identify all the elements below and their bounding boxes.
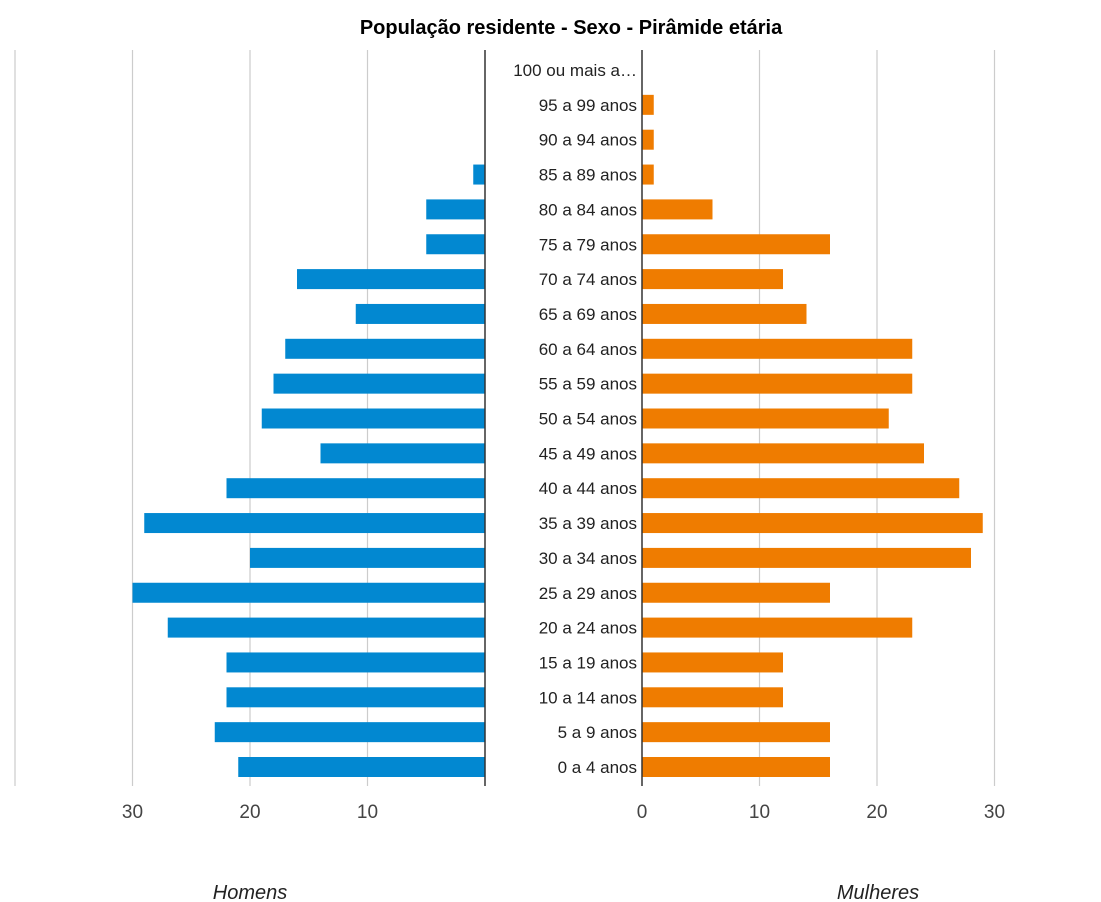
category-label: 95 a 99 anos (539, 96, 637, 115)
tick-label-left: 20 (239, 802, 260, 823)
category-label: 25 a 29 anos (539, 584, 637, 603)
bar-mulheres (642, 687, 783, 708)
bars (132, 50, 983, 786)
bar-mulheres (642, 94, 654, 115)
category-label: 10 a 14 anos (539, 688, 637, 707)
category-label: 35 a 39 anos (539, 514, 637, 533)
category-label: 70 a 74 anos (539, 270, 637, 289)
bar-homens (238, 757, 485, 777)
bar-mulheres (642, 513, 983, 534)
bar-homens (250, 547, 485, 568)
bar-mulheres (642, 164, 654, 185)
bar-homens (285, 338, 485, 359)
bar-mulheres (642, 547, 971, 568)
category-label: 75 a 79 anos (539, 235, 637, 254)
bar-homens (167, 617, 485, 638)
bar-mulheres (642, 443, 924, 464)
bar-mulheres (642, 234, 830, 255)
bar-mulheres (642, 129, 654, 150)
bar-homens (273, 373, 485, 394)
category-label: 80 a 84 anos (539, 200, 637, 219)
bar-homens (261, 408, 485, 429)
category-label: 5 a 9 anos (558, 723, 637, 742)
category-label: 20 a 24 anos (539, 619, 637, 638)
bar-homens (144, 513, 485, 534)
tick-label-right: 30 (984, 802, 1005, 823)
bar-mulheres (642, 617, 913, 638)
bar-homens (320, 443, 485, 464)
category-label: 15 a 19 anos (539, 653, 637, 672)
bar-mulheres (642, 582, 830, 603)
tick-label-left: 10 (357, 802, 378, 823)
bar-mulheres (642, 757, 830, 777)
bar-mulheres (642, 373, 913, 394)
category-label: 50 a 54 anos (539, 410, 637, 429)
bar-mulheres (642, 478, 960, 499)
tick-label-right: 10 (749, 802, 770, 823)
bar-homens (214, 722, 485, 743)
bar-homens (226, 652, 485, 673)
category-label: 60 a 64 anos (539, 340, 637, 359)
category-label: 85 a 89 anos (539, 166, 637, 185)
category-label: 45 a 49 anos (539, 444, 637, 463)
bar-mulheres (642, 408, 889, 429)
bar-homens (473, 164, 485, 185)
category-label: 55 a 59 anos (539, 375, 637, 394)
tick-label-left: 30 (122, 802, 143, 823)
right-axis-label: Mulheres (837, 882, 919, 902)
category-label: 0 a 4 anos (558, 758, 637, 777)
bar-mulheres (642, 199, 713, 220)
left-axis-label: Homens (213, 882, 287, 902)
category-label: 100 ou mais a… (513, 61, 637, 80)
bar-mulheres (642, 303, 807, 324)
category-label: 65 a 69 anos (539, 305, 637, 324)
bar-homens (297, 269, 485, 290)
bar-homens (426, 199, 485, 220)
category-label: 90 a 94 anos (539, 131, 637, 150)
bar-mulheres (642, 722, 830, 743)
category-label: 40 a 44 anos (539, 479, 637, 498)
bar-homens (132, 582, 485, 603)
category-labels: 100 ou mais a… 95 a 99 anos 90 a 94 anos 85… (513, 61, 637, 777)
tick-label-right: 0 (637, 802, 648, 823)
tick-label-right: 20 (866, 802, 887, 823)
bar-homens (355, 303, 485, 324)
bar-mulheres (642, 338, 913, 359)
bar-mulheres (642, 652, 783, 673)
bar-homens (426, 234, 485, 255)
category-label: 30 a 34 anos (539, 549, 637, 568)
axis-ticks: 30 20 10 0 10 20 30 (122, 802, 1005, 823)
bar-homens (226, 687, 485, 708)
chart-title: População residente - Sexo - Pirâmide et… (360, 17, 783, 39)
bar-homens (226, 478, 485, 499)
bar-mulheres (642, 269, 783, 290)
